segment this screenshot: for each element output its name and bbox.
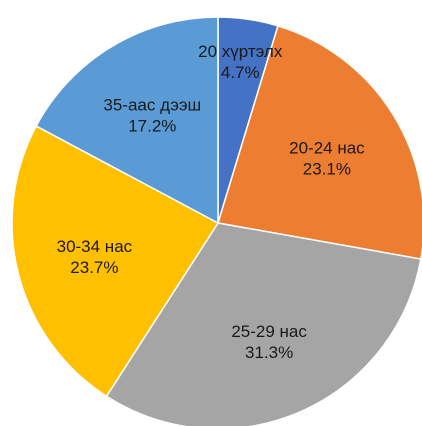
slice-category-label: 25-29 нас: [231, 322, 307, 341]
pie-labels: 20 хүртэлх 4.7% 20-24 нас 23.1% 25-29 нас 31.…: [57, 42, 366, 362]
slice-percent-label: 31.3%: [245, 343, 293, 362]
slice-category-label: 35-аас дээш: [103, 95, 201, 114]
pie-slice-5: [35, 16, 219, 225]
pie-slice-2: [217, 24, 422, 260]
slice-category-label: 20 хүртэлх: [198, 42, 283, 61]
slice-percent-label: 23.7%: [70, 258, 118, 277]
slice-percent-label: 4.7%: [221, 63, 260, 82]
pie-slice-3: [105, 222, 422, 426]
pie-slices: [11, 16, 422, 426]
slice-percent-label: 17.2%: [128, 116, 176, 135]
pie-slice-4: [11, 125, 220, 398]
pie-label-3: 25-29 нас 31.3%: [231, 322, 307, 362]
slice-percent-label: 23.1%: [303, 159, 351, 178]
pie-label-5: 35-аас дээш 17.2%: [103, 95, 201, 135]
pie-label-2: 20-24 нас 23.1%: [289, 138, 365, 178]
pie-label-4: 30-34 нас 23.7%: [57, 237, 133, 277]
slice-category-label: 20-24 нас: [289, 138, 365, 157]
pie-label-1: 20 хүртэлх 4.7%: [198, 42, 283, 82]
slice-category-label: 30-34 нас: [57, 237, 133, 256]
